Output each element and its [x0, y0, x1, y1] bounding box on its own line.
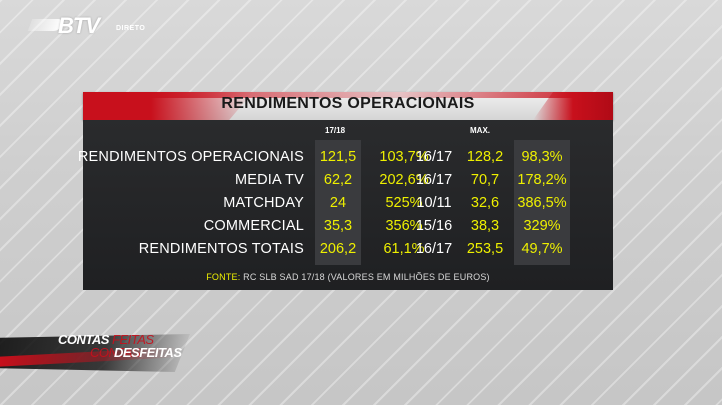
cell-max-value: 38,3: [470, 218, 500, 234]
row-label: RENDIMENTOS OPERACIONAIS: [77, 149, 304, 165]
cell-max-growth: 178,2%: [517, 172, 567, 188]
cell-value: 121,5: [319, 149, 357, 165]
table-row: COMMERCIAL 35,3 356% 15/16 38,3 329%: [83, 215, 613, 237]
cell-value: 24: [329, 195, 347, 211]
data-table: 17/18 MAX. RENDIMENTOS OPERACIONAIS 121,5…: [78, 120, 613, 290]
cell-season: 15/16: [415, 218, 453, 234]
show-logo-word-feitas: FEITAS: [112, 332, 154, 347]
row-label: MATCHDAY: [223, 195, 304, 211]
cell-value: 206,2: [319, 241, 357, 257]
source-text: RC SLB SAD 17/18 (VALORES EM MILHÕES DE …: [243, 272, 490, 282]
channel-logo-text: BTV: [58, 13, 100, 38]
title-banner: RENDIMENTOS OPERACIONAIS: [83, 92, 613, 120]
cell-max-value: 253,5: [466, 241, 504, 257]
source-label: FONTE:: [206, 272, 241, 282]
cell-max-growth: 49,7%: [521, 241, 563, 257]
cell-max-growth: 386,5%: [517, 195, 567, 211]
cell-value: 35,3: [323, 218, 353, 234]
show-logo-word-contas-2: CONTAS: [90, 345, 141, 360]
source-note: FONTE: RC SLB SAD 17/18 (VALORES EM MILH…: [83, 272, 613, 282]
row-label: RENDIMENTOS TOTAIS: [138, 241, 304, 257]
cell-growth: 103,7%: [379, 149, 429, 165]
cell-season: 16/17: [415, 149, 453, 165]
cell-season: 16/17: [415, 241, 453, 257]
column-highlight-value: [315, 140, 361, 265]
live-label: DIRETO: [116, 24, 146, 32]
show-logo: CONTAS FEITAS CONTAS DESFEITAS: [0, 322, 195, 382]
cell-max-growth: 329%: [523, 218, 561, 234]
row-label: MEDIA TV: [234, 172, 304, 188]
channel-logo: BTV DIRETO: [27, 10, 146, 40]
cell-growth: 356%: [385, 218, 423, 234]
cell-season: 16/17: [415, 172, 453, 188]
cell-value: 62,2: [323, 172, 353, 188]
cell-season: 10/11: [416, 195, 452, 211]
btv-logo-icon: BTV: [27, 13, 110, 38]
cell-max-value: 70,7: [470, 172, 500, 188]
show-logo-word-contas: CONTAS: [58, 332, 109, 347]
cell-max-value: 32,6: [470, 195, 500, 211]
cell-growth: 61,1%: [383, 241, 425, 257]
cell-max-growth: 98,3%: [521, 149, 563, 165]
table-row: RENDIMENTOS OPERACIONAIS 121,5 103,7% 16/17…: [78, 146, 613, 168]
table-row: RENDIMENTOS TOTAIS 206,2 61,1% 16/17 253,5 49…: [83, 238, 613, 260]
cell-max-value: 128,2: [466, 149, 504, 165]
table-row: MATCHDAY 24 525% 10/11 32,6 386,5%: [83, 192, 613, 214]
show-logo-word-desfeitas: DESFEITAS: [114, 345, 182, 360]
table-row: MEDIA TV 62,2 202,6% 16/17 70,7 178,2%: [83, 169, 613, 191]
column-header-season: 17/18: [325, 126, 346, 135]
row-label: COMMERCIAL: [203, 218, 304, 234]
column-header-max: MAX.: [470, 126, 490, 135]
cell-growth: 525%: [385, 195, 423, 211]
cell-growth: 202,6%: [379, 172, 429, 188]
banner-title: RENDIMENTOS OPERACIONAIS: [221, 95, 475, 112]
column-highlight-max-growth: [514, 140, 570, 265]
